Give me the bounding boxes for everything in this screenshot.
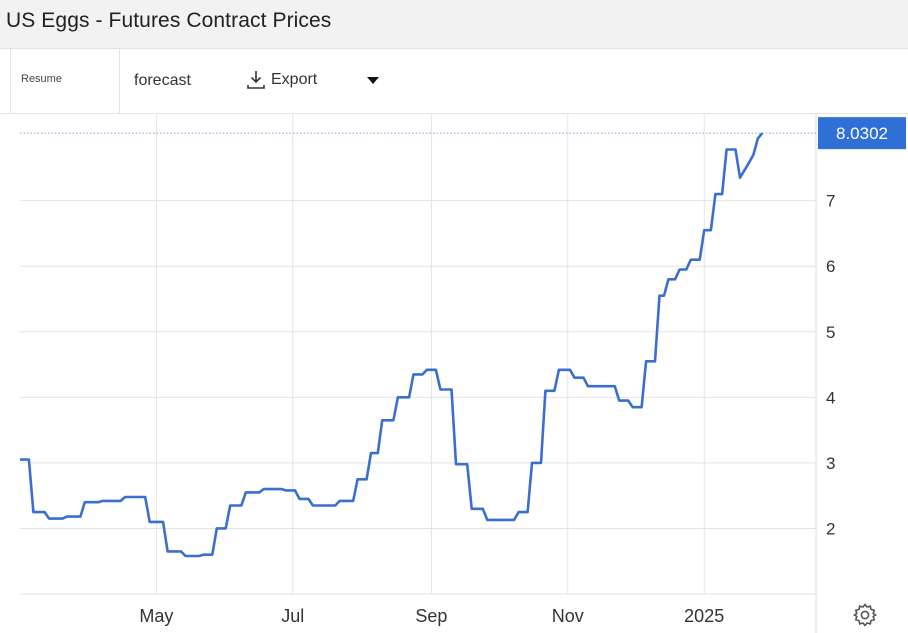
caret-down-icon[interactable]: [366, 76, 380, 85]
forecast-button[interactable]: forecast: [134, 72, 191, 89]
x-tick-label: Jul: [281, 606, 304, 626]
series-line: [20, 132, 764, 558]
gear-icon[interactable]: [852, 602, 878, 628]
export-label: Export: [271, 71, 318, 88]
tab-resume-label: Resume: [21, 73, 62, 85]
page-title: US Eggs - Futures Contract Prices: [6, 9, 332, 32]
x-tick-label: Nov: [552, 606, 584, 626]
y-tick-label: 4: [826, 388, 835, 407]
current-value-label: 8.0302: [836, 124, 888, 143]
title-bar: US Eggs - Futures Contract Prices: [0, 0, 908, 49]
price-chart: 2 3 4 5 6 7 May Jul Sep Nov 2025 8.0302: [20, 114, 906, 633]
x-tick-label: Sep: [415, 606, 447, 626]
y-tick-label: 6: [826, 257, 835, 276]
y-tick-label: 5: [826, 323, 835, 342]
current-value-badge: [818, 117, 906, 150]
x-tick-label: May: [139, 606, 173, 626]
tab-resume[interactable]: Resume: [10, 49, 120, 113]
x-tick-label: 2025: [684, 606, 724, 626]
y-tick-label: 7: [826, 192, 835, 211]
export-button[interactable]: Export: [245, 69, 317, 91]
y-tick-label: 3: [826, 454, 835, 473]
download-icon: [247, 71, 265, 89]
y-tick-label: 2: [826, 519, 835, 538]
toolbar: Resume forecast Export: [0, 49, 908, 114]
